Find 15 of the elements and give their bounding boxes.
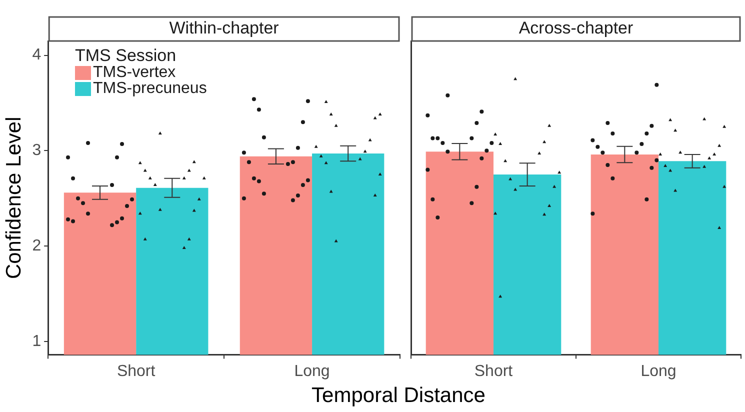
x-tick-label: Long	[294, 362, 330, 380]
y-tick-label: 1	[32, 332, 42, 350]
y-tick-label: 3	[32, 142, 42, 160]
chart-title: Across-chapter	[518, 18, 634, 38]
legend-label: TMS-precuneus	[93, 80, 207, 97]
chart-title: Within-chapter	[169, 18, 280, 38]
x-axis-title: Temporal Distance	[310, 384, 486, 408]
x-tick-label: Short	[116, 362, 156, 380]
legend-title: TMS Session	[75, 46, 178, 65]
y-tick-label: 2	[32, 237, 42, 254]
y-axis-title: Confidence Level	[2, 116, 26, 280]
y-tick-label: 4	[32, 46, 42, 64]
x-tick-label: Long	[640, 362, 676, 380]
legend-label: TMS-vertex	[93, 64, 176, 81]
x-tick-label: Short	[474, 362, 514, 380]
